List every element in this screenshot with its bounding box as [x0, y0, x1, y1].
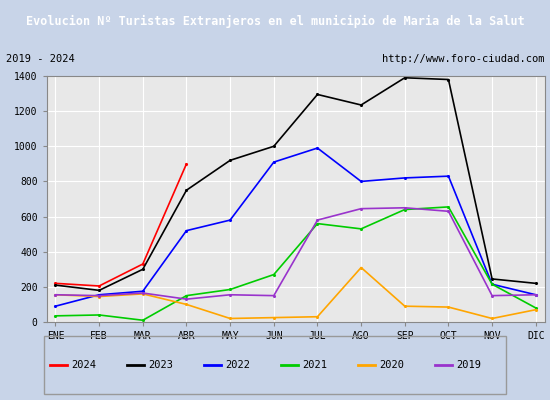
Text: 2020: 2020	[379, 360, 405, 370]
Text: 2019 - 2024: 2019 - 2024	[6, 54, 74, 64]
Text: Evolucion Nº Turistas Extranjeros en el municipio de Maria de la Salut: Evolucion Nº Turistas Extranjeros en el …	[26, 14, 524, 28]
Text: 2019: 2019	[456, 360, 482, 370]
Text: 2024: 2024	[72, 360, 97, 370]
Text: 2023: 2023	[148, 360, 174, 370]
Text: http://www.foro-ciudad.com: http://www.foro-ciudad.com	[382, 54, 544, 64]
Text: 2021: 2021	[302, 360, 328, 370]
Text: 2022: 2022	[226, 360, 251, 370]
